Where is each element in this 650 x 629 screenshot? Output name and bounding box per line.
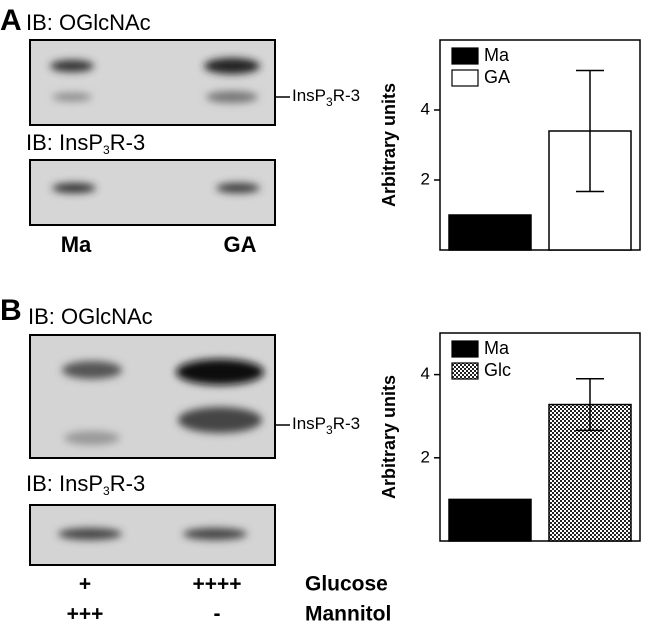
blot-label: IB: InsP3R-3 <box>26 130 145 157</box>
condition-mark: + <box>79 573 91 596</box>
plot-frame <box>439 39 641 251</box>
y-tick-label: 2 <box>421 447 430 466</box>
legend-swatch <box>451 362 479 380</box>
legend-swatch <box>451 47 479 65</box>
condition-mark: ++++ <box>192 573 241 596</box>
blot-label: IB: OGlcNAc <box>26 10 151 35</box>
bar <box>448 214 532 251</box>
band-label: InsP3R-3 <box>292 414 360 437</box>
legend-label: GA <box>484 67 510 87</box>
legend-swatch <box>451 340 479 358</box>
blot <box>29 504 276 566</box>
blot <box>29 39 276 126</box>
condition-name: Mannitol <box>305 603 391 626</box>
lane-label: GA <box>224 232 257 257</box>
bar <box>448 498 532 542</box>
y-tick-label: 2 <box>421 169 430 188</box>
y-axis-label: Arbitrary units <box>379 83 399 207</box>
condition-mark: - <box>214 603 221 626</box>
blot <box>29 334 276 459</box>
legend-swatch <box>451 69 479 87</box>
legend-label: Glc <box>484 360 511 380</box>
blot-label: IB: InsP3R-3 <box>26 471 145 498</box>
y-tick-label: 4 <box>421 99 430 118</box>
blot <box>29 159 276 226</box>
y-tick-label: 4 <box>421 364 430 383</box>
blot-label: IB: OGlcNAc <box>28 304 153 329</box>
panel-label: A <box>0 4 22 37</box>
condition-mark: +++ <box>67 603 104 626</box>
legend-label: Ma <box>484 45 510 65</box>
y-axis-label: Arbitrary units <box>379 375 399 499</box>
lane-label: Ma <box>61 232 92 257</box>
band-label: InsP3R-3 <box>292 86 360 109</box>
legend-label: Ma <box>484 338 510 358</box>
panel-label: B <box>0 294 22 327</box>
plot-frame <box>439 332 641 542</box>
condition-name: Glucose <box>305 573 388 596</box>
